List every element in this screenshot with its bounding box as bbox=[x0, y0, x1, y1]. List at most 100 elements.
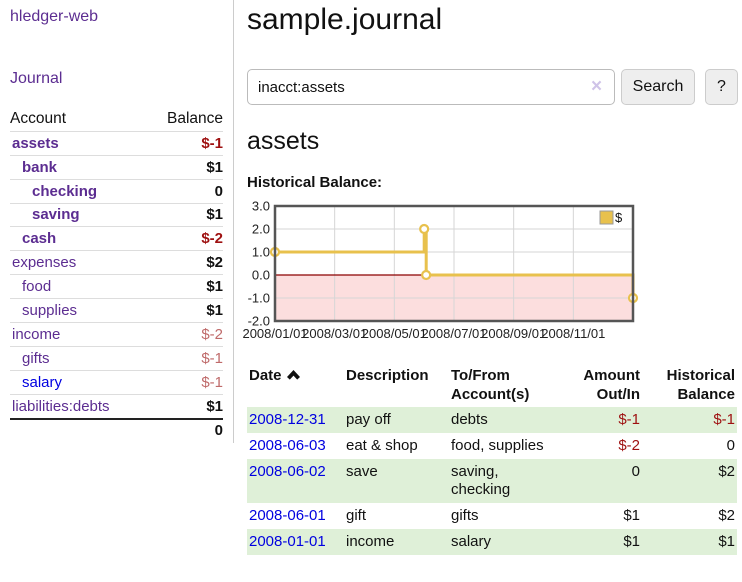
accounts-total-row: 0 bbox=[10, 417, 223, 443]
transaction-balance: 0 bbox=[726, 437, 735, 454]
register-row: 2008-06-02 save saving, checking 0 $2 bbox=[247, 459, 737, 503]
register-row: 2008-06-03 eat & shop food, supplies $-2 0 bbox=[247, 433, 737, 459]
account-balance: 0 bbox=[146, 178, 223, 204]
account-link-salary[interactable]: salary bbox=[22, 373, 63, 391]
account-link-food[interactable]: food bbox=[22, 278, 52, 296]
account-link-saving[interactable]: saving bbox=[32, 206, 80, 224]
help-button[interactable]: ? bbox=[705, 69, 738, 105]
y-axis-tick: 2.0 bbox=[252, 222, 270, 237]
transaction-date-link[interactable]: 2008-06-01 bbox=[249, 507, 326, 524]
transaction-description: pay off bbox=[346, 411, 391, 428]
x-axis-tick: 2008/05/01 bbox=[362, 326, 427, 341]
transaction-amount: 0 bbox=[631, 463, 640, 480]
transaction-date: 2008-06-02 bbox=[247, 459, 344, 503]
transaction-balance: $2 bbox=[718, 507, 735, 524]
historical-balance-chart: $3.0 2.0 1.0 0.0 -1.0 -2.02008/01/012008/03/0… bbox=[243, 199, 639, 341]
transaction-date: 2008-01-01 bbox=[247, 529, 344, 555]
account-heading: assets bbox=[247, 127, 320, 155]
y-axis-tick: -2.0 bbox=[248, 314, 270, 329]
accounts-total-value: 0 bbox=[146, 417, 223, 443]
x-axis-tick: 2008/01/01 bbox=[243, 326, 308, 341]
transaction-amount: $1 bbox=[623, 507, 640, 524]
transaction-accounts: salary bbox=[451, 533, 492, 550]
column-header-amount: Amount Out/In bbox=[583, 367, 640, 403]
y-axis-tick: -1.0 bbox=[248, 291, 270, 306]
transaction-accounts: gifts bbox=[451, 507, 479, 524]
x-axis-tick: 2008/09/01 bbox=[481, 326, 546, 341]
accounts-header-account: Account bbox=[10, 109, 67, 127]
account-link-cash[interactable]: cash bbox=[22, 230, 57, 248]
column-header-date[interactable]: Date bbox=[247, 363, 344, 407]
x-axis-tick: 2008/03/01 bbox=[302, 326, 367, 341]
transaction-description: income bbox=[346, 533, 395, 550]
transaction-balance: $2 bbox=[718, 463, 735, 480]
transaction-date-link[interactable]: 2008-12-31 bbox=[249, 411, 326, 428]
register-row: 2008-01-01 income salary $1 $1 bbox=[247, 529, 737, 555]
column-header-description: Description bbox=[346, 367, 429, 384]
transaction-amount: $-2 bbox=[618, 437, 640, 454]
transaction-date: 2008-06-03 bbox=[247, 433, 344, 459]
register-row: 2008-06-01 gift gifts $1 $2 bbox=[247, 503, 737, 529]
y-axis-tick: 1.0 bbox=[252, 245, 270, 260]
register-table: Date Description To/From Account(s) Amou… bbox=[247, 363, 737, 555]
account-link-gifts[interactable]: gifts bbox=[22, 349, 50, 367]
account-link-income[interactable]: income bbox=[12, 325, 61, 343]
account-row: checking 0 bbox=[10, 178, 223, 204]
account-balance: $-1 bbox=[146, 345, 223, 371]
search-input[interactable] bbox=[247, 69, 615, 105]
register-header-row: Date Description To/From Account(s) Amou… bbox=[247, 363, 737, 407]
account-link-assets[interactable]: assets bbox=[12, 134, 59, 152]
account-row: gifts $-1 bbox=[10, 345, 223, 371]
account-balance: $-1 bbox=[146, 369, 223, 395]
transaction-date-link[interactable]: 2008-06-03 bbox=[249, 437, 326, 454]
date-header-label: Date bbox=[249, 367, 282, 384]
transaction-description: save bbox=[346, 463, 378, 480]
account-link-bank[interactable]: bank bbox=[22, 158, 58, 176]
transaction-description: gift bbox=[346, 507, 367, 524]
transaction-date-link[interactable]: 2008-01-01 bbox=[249, 533, 326, 550]
page-title: sample.journal bbox=[247, 3, 443, 36]
account-link-supplies[interactable]: supplies bbox=[22, 302, 78, 320]
search-button[interactable]: Search bbox=[621, 69, 695, 105]
y-axis-tick: 0.0 bbox=[252, 268, 270, 283]
chart-heading: Historical Balance: bbox=[247, 174, 383, 191]
account-row: saving $1 bbox=[10, 202, 223, 227]
account-balance: $1 bbox=[146, 298, 223, 323]
sort-ascending-icon bbox=[286, 370, 300, 380]
account-link-checking[interactable]: checking bbox=[32, 182, 98, 200]
account-row: liabilities:debts $1 bbox=[10, 393, 223, 419]
account-row: expenses $2 bbox=[10, 250, 223, 275]
column-header-accounts: To/From Account(s) bbox=[451, 367, 530, 403]
accounts-table: Account Balance assets $-1 bank $1 checking 0… bbox=[10, 107, 223, 443]
transaction-accounts: food, supplies bbox=[451, 437, 544, 454]
clear-search-icon[interactable]: × bbox=[591, 76, 603, 97]
account-row: cash $-2 bbox=[10, 226, 223, 251]
sidebar-item-journal[interactable]: Journal bbox=[10, 70, 63, 87]
x-axis-tick: 2008/07/01 bbox=[421, 326, 486, 341]
account-balance: $-2 bbox=[146, 226, 223, 251]
legend-swatch-icon bbox=[599, 210, 614, 225]
account-balance: $1 bbox=[146, 154, 223, 180]
transaction-date-link[interactable]: 2008-06-02 bbox=[249, 463, 326, 480]
account-row: income $-2 bbox=[10, 322, 223, 347]
account-balance: $1 bbox=[146, 393, 223, 419]
account-link-expenses[interactable]: expenses bbox=[12, 254, 77, 272]
search-bar: × Search ? bbox=[247, 69, 742, 105]
account-balance: $1 bbox=[146, 274, 223, 299]
account-row: supplies $1 bbox=[10, 298, 223, 323]
sidebar: hledger-web Journal Account Balance asse… bbox=[0, 0, 234, 443]
transaction-balance: $-1 bbox=[713, 411, 735, 428]
account-balance: $2 bbox=[146, 250, 223, 275]
transaction-date: 2008-06-01 bbox=[247, 503, 344, 529]
register-row: 2008-12-31 pay off debts $-1 $-1 bbox=[247, 407, 737, 433]
transaction-description: eat & shop bbox=[346, 437, 418, 454]
transaction-accounts: debts bbox=[451, 411, 488, 428]
accounts-header-balance: Balance bbox=[166, 109, 223, 127]
transaction-date: 2008-12-31 bbox=[247, 407, 344, 433]
account-link-liabilities-debts[interactable]: liabilities:debts bbox=[12, 397, 110, 415]
main-content: sample.journal × Search ? assets Histori… bbox=[243, 0, 742, 582]
account-balance: $1 bbox=[146, 202, 223, 227]
account-balance: $-1 bbox=[146, 130, 223, 156]
transaction-amount: $-1 bbox=[618, 411, 640, 428]
app-brand-link[interactable]: hledger-web bbox=[10, 8, 99, 25]
